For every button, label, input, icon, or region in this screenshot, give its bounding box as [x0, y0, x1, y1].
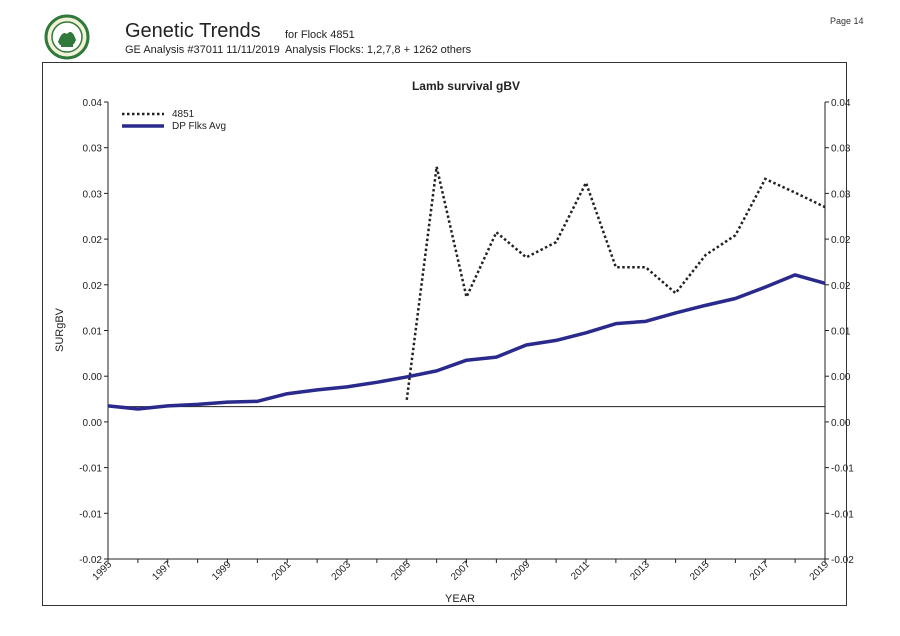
x-axis-label: YEAR	[445, 593, 475, 605]
analysis-flocks: Analysis Flocks: 1,2,7,8 + 1262 others	[285, 44, 472, 56]
y-tick-label-right: 0.00	[831, 418, 851, 429]
legend-label-dp-avg: DP Flks Avg	[172, 121, 226, 132]
y-tick-label-right: 0.02	[831, 235, 851, 246]
y-tick-label-left: 0.00	[83, 418, 103, 429]
y-tick-label-left: 0.00	[83, 372, 103, 383]
x-tick-label: 2015	[688, 559, 712, 583]
y-tick-label-left: 0.02	[83, 281, 103, 292]
x-tick-label: 2005	[389, 559, 413, 583]
x-tick-label: 2017	[748, 559, 772, 583]
y-tick-label-right: 0.03	[831, 189, 851, 200]
y-tick-label-right: 0.01	[831, 327, 851, 338]
y-tick-label-left: 0.01	[83, 327, 103, 338]
analysis-info: GE Analysis #37011 11/11/2019	[125, 44, 280, 56]
y-tick-label-left: 0.03	[83, 189, 103, 200]
x-tick-label: 2007	[449, 559, 473, 583]
page-title: Genetic Trends	[125, 20, 261, 42]
y-tick-label-right: 0.04	[831, 98, 851, 109]
y-tick-label-right: -0.01	[831, 464, 854, 475]
y-tick-label-left: -0.01	[79, 464, 102, 475]
legend: 4851 DP Flks Avg	[122, 109, 226, 132]
x-tick-label: 2019	[808, 559, 832, 583]
y-tick-label-left: 0.02	[83, 235, 103, 246]
y-tick-label-left: 0.04	[83, 98, 103, 109]
sil-logo-icon	[44, 14, 90, 60]
chart-frame	[42, 62, 847, 606]
x-tick-label: 2009	[509, 559, 533, 583]
y-tick-label-left: -0.02	[79, 555, 102, 566]
flock-info: for Flock 4851	[285, 29, 355, 41]
x-tick-label: 2013	[628, 559, 652, 583]
y-tick-label-right: 0.02	[831, 281, 851, 292]
x-tick-label: 2003	[330, 559, 354, 583]
series-line-4851	[405, 166, 826, 400]
y-tick-label-right: -0.02	[831, 555, 854, 566]
x-tick-label: 2001	[270, 559, 294, 583]
x-tick-label: 2011	[569, 559, 592, 582]
chart-title: Lamb survival gBV	[412, 79, 520, 93]
y-axis-label: SURgBV	[54, 307, 66, 352]
legend-label-4851: 4851	[172, 109, 195, 120]
y-tick-label-right: -0.01	[831, 509, 854, 520]
y-tick-label-left: -0.01	[79, 509, 102, 520]
x-tick-label: 1999	[210, 559, 234, 583]
page-number: Page 14	[830, 16, 864, 26]
y-tick-label-left: 0.03	[83, 144, 103, 155]
y-tick-label-right: 0.03	[831, 144, 851, 155]
x-tick-label: 1997	[150, 559, 174, 583]
y-tick-label-right: 0.00	[831, 372, 851, 383]
